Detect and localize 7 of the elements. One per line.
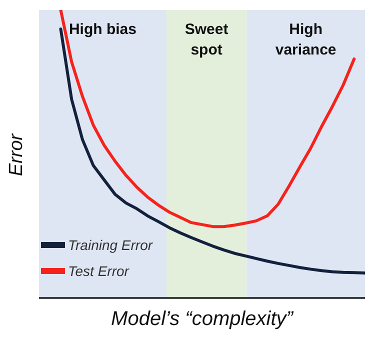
annotation: High variance (275, 21, 336, 58)
y-axis-title: Error (6, 133, 28, 176)
annotation: High bias (68, 21, 136, 38)
legend-label: Test Error (67, 263, 130, 279)
x-axis-title: Model’s “complexity” (110, 308, 294, 331)
annotation: Sweet spot (184, 21, 228, 58)
legend-label: Training Error (67, 237, 153, 253)
